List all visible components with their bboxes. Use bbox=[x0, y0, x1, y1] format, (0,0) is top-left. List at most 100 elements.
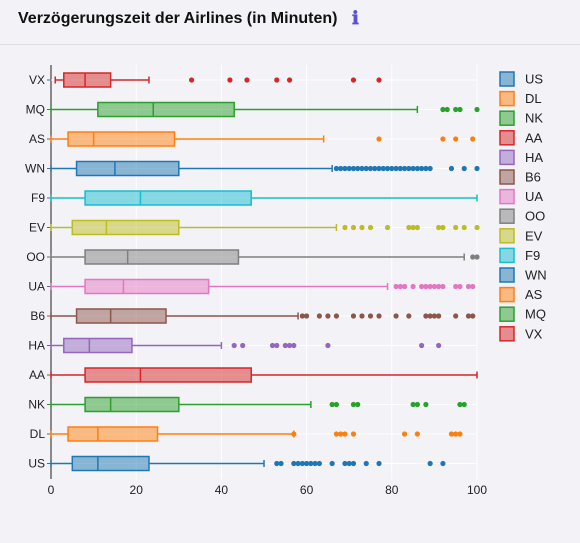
outlier-point bbox=[389, 165, 395, 172]
outlier-point bbox=[291, 342, 297, 349]
outlier-point bbox=[440, 106, 446, 113]
iqr-box bbox=[75, 308, 167, 324]
box-dl[interactable] bbox=[50, 426, 463, 442]
outlier-point bbox=[448, 431, 455, 437]
outlier-point bbox=[291, 460, 297, 467]
outlier-point bbox=[350, 77, 357, 83]
box-b6[interactable] bbox=[50, 308, 476, 324]
outlier-point bbox=[338, 431, 344, 437]
legend-item-vx[interactable]: VX bbox=[499, 326, 543, 342]
outlier-point bbox=[350, 224, 357, 231]
outlier-point bbox=[286, 342, 293, 349]
outlier-point bbox=[427, 283, 433, 290]
legend-item-us[interactable]: US bbox=[499, 71, 543, 87]
outlier-point bbox=[346, 460, 352, 467]
box-wn[interactable] bbox=[50, 160, 480, 177]
outlier-point bbox=[453, 106, 459, 113]
outlier-point bbox=[397, 165, 403, 172]
box-as[interactable] bbox=[50, 131, 476, 147]
outlier-point bbox=[436, 283, 442, 290]
legend-swatch bbox=[499, 306, 515, 322]
chart-header: Verzögerungszeit der Airlines (in Minute… bbox=[0, 0, 580, 45]
legend-item-f9[interactable]: F9 bbox=[499, 247, 540, 264]
legend-swatch bbox=[499, 71, 515, 87]
outlier-point bbox=[342, 431, 348, 437]
outlier-point bbox=[376, 77, 382, 83]
outlier-point bbox=[333, 431, 340, 437]
box-ha[interactable] bbox=[50, 337, 442, 354]
box-ev[interactable] bbox=[50, 219, 480, 236]
y-tick-label: UA bbox=[28, 280, 45, 294]
outlier-point bbox=[316, 313, 322, 319]
legend-item-oo[interactable]: OO bbox=[499, 208, 545, 224]
legend-label: NK bbox=[525, 111, 543, 126]
iqr-box bbox=[84, 249, 240, 265]
legend-swatch bbox=[499, 130, 515, 146]
legend-item-ua[interactable]: UA bbox=[499, 188, 543, 205]
outlier-point bbox=[286, 77, 293, 83]
y-tick-label: EV bbox=[29, 221, 45, 235]
box-vx[interactable] bbox=[54, 72, 382, 88]
outlier-point bbox=[359, 313, 365, 319]
legend-swatch bbox=[499, 90, 515, 107]
legend-label: AS bbox=[525, 287, 543, 302]
outlier-point bbox=[333, 401, 340, 408]
chart-title: Verzögerungszeit der Airlines (in Minute… bbox=[18, 10, 338, 27]
legend-item-nk[interactable]: NK bbox=[499, 110, 543, 126]
outlier-point bbox=[393, 283, 399, 290]
outlier-point bbox=[410, 224, 416, 231]
outlier-point bbox=[440, 283, 446, 290]
box-oo[interactable] bbox=[50, 249, 480, 265]
outlier-point bbox=[342, 224, 348, 231]
outlier-point bbox=[376, 136, 382, 142]
outlier-point bbox=[367, 313, 374, 319]
outlier-point bbox=[427, 313, 433, 319]
box-aa[interactable] bbox=[50, 367, 478, 383]
legend-label: B6 bbox=[525, 170, 541, 185]
outlier-point bbox=[359, 224, 365, 231]
box-f9[interactable] bbox=[50, 190, 478, 206]
legend-item-b6[interactable]: B6 bbox=[499, 169, 541, 185]
outlier-point bbox=[423, 283, 429, 290]
outlier-point bbox=[461, 165, 467, 172]
legend-swatch bbox=[499, 110, 515, 126]
legend-item-dl[interactable]: DL bbox=[499, 90, 542, 107]
outlier-point bbox=[457, 401, 463, 408]
legend-item-as[interactable]: AS bbox=[499, 286, 543, 303]
outlier-point bbox=[436, 313, 442, 319]
outlier-point bbox=[376, 165, 382, 172]
outlier-point bbox=[457, 106, 463, 113]
box-nk[interactable] bbox=[50, 396, 467, 413]
y-tick-label: NK bbox=[28, 398, 45, 412]
y-tick-label: WN bbox=[25, 162, 45, 176]
legend-item-mq[interactable]: MQ bbox=[499, 306, 546, 322]
outlier-point bbox=[231, 342, 237, 349]
y-tick-label: DL bbox=[30, 427, 46, 441]
outlier-point bbox=[423, 313, 429, 319]
outlier-point bbox=[427, 460, 433, 467]
iqr-box bbox=[84, 396, 180, 413]
box-ua[interactable] bbox=[50, 278, 476, 295]
outlier-point bbox=[359, 165, 365, 172]
outlier-point bbox=[274, 77, 280, 83]
outlier-point bbox=[291, 431, 297, 437]
legend-item-ev[interactable]: EV bbox=[499, 228, 543, 244]
outlier-point bbox=[401, 283, 408, 290]
iqr-box bbox=[63, 72, 112, 88]
legend-item-wn[interactable]: WN bbox=[499, 267, 547, 283]
legend-item-aa[interactable]: AA bbox=[499, 130, 543, 146]
outlier-point bbox=[325, 342, 331, 349]
iqr-box bbox=[84, 367, 252, 383]
info-icon[interactable]: ℹ bbox=[352, 8, 359, 29]
box-mq[interactable] bbox=[50, 101, 480, 118]
outlier-point bbox=[393, 313, 399, 319]
y-tick-label: MQ bbox=[26, 103, 45, 117]
legend-item-ha[interactable]: HA bbox=[499, 149, 543, 166]
outlier-point bbox=[355, 401, 361, 408]
outlier-point bbox=[350, 313, 357, 319]
x-axis: 0 20 40 60 80 100 bbox=[48, 65, 487, 497]
outlier-point bbox=[384, 224, 391, 231]
box-us[interactable] bbox=[50, 455, 446, 472]
legend-swatch bbox=[499, 208, 515, 224]
outlier-point bbox=[316, 460, 322, 467]
